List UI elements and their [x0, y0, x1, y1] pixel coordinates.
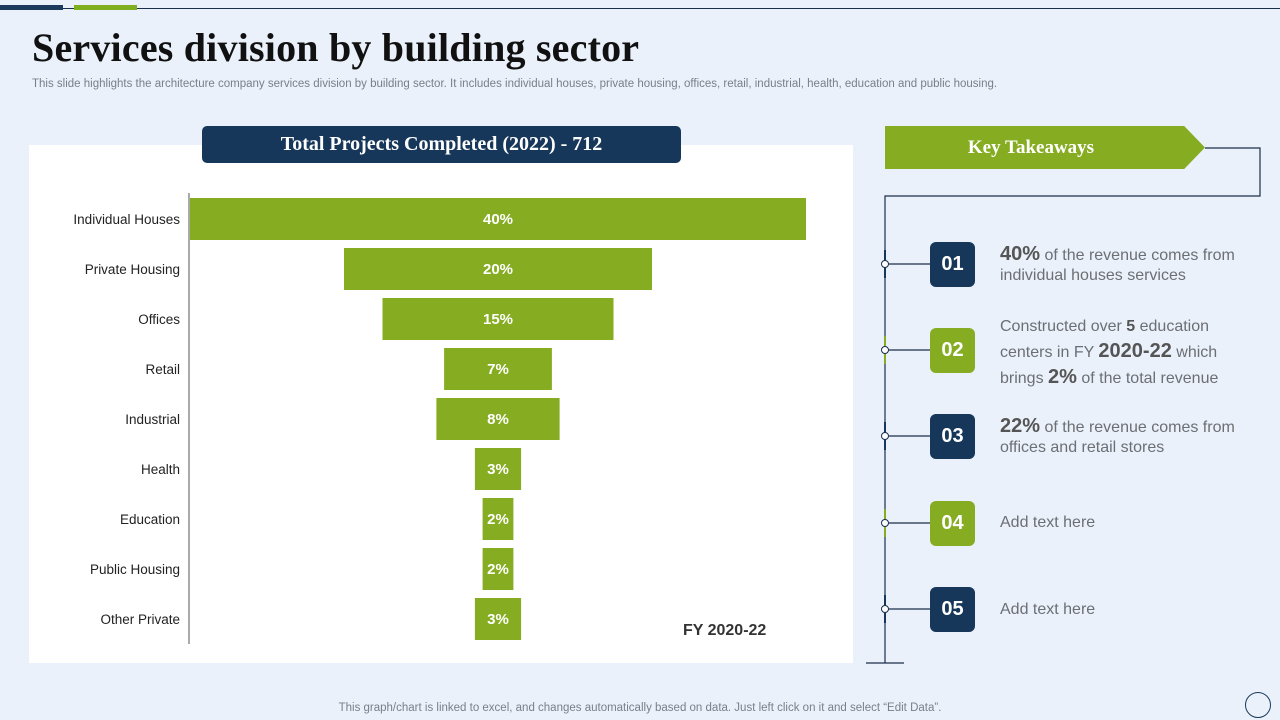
takeaway-02-text-a: Constructed over — [1000, 318, 1127, 335]
footer-note: This graph/chart is linked to excel, and… — [338, 702, 942, 714]
takeaway-badge-03: 03 — [930, 414, 975, 459]
chart-header: Total Projects Completed (2022) - 712 — [202, 126, 681, 163]
bar-individual-houses[interactable] — [190, 198, 806, 240]
corner-circle-icon — [1245, 692, 1271, 718]
takeaway-02-count: 5 — [1126, 318, 1136, 335]
key-takeaways-banner: Key Takeaways — [885, 126, 1205, 169]
bar-health[interactable] — [474, 448, 522, 490]
takeaway-03-text: of the revenue comes from offices and re… — [1000, 419, 1235, 456]
fy-label: FY 2020-22 — [683, 622, 767, 639]
takeaway-badge-02: 02 — [930, 328, 975, 373]
takeaway-02-text-d: of the total revenue — [1076, 370, 1219, 387]
timeline-node — [881, 605, 889, 613]
bar-value-label: 3% — [487, 461, 509, 478]
timeline-node — [881, 432, 889, 440]
category-label: Public Housing — [90, 562, 180, 577]
timeline-node — [881, 519, 889, 527]
bar-value-label: 3% — [487, 611, 509, 628]
accent-bar-green — [74, 5, 137, 10]
bar-value-label: 2% — [487, 561, 509, 578]
bar-industrial[interactable] — [436, 398, 560, 440]
bar-education[interactable] — [482, 498, 514, 540]
category-label: Individual Houses — [73, 212, 180, 227]
category-label: Education — [120, 512, 180, 527]
bar-offices[interactable] — [382, 298, 614, 340]
takeaway-text-02: Constructed over 5 education centers in … — [1000, 315, 1250, 391]
category-label: Retail — [145, 362, 180, 377]
top-rule — [0, 8, 1280, 9]
category-label: Industrial — [125, 412, 180, 427]
takeaway-02-percent: 2% — [1048, 366, 1077, 388]
page-title: Services division by building sector — [32, 25, 640, 70]
takeaway-02-year: 2020-22 — [1098, 340, 1172, 362]
page-subtitle: This slide highlights the architecture c… — [32, 78, 998, 90]
bar-value-label: 7% — [487, 361, 509, 378]
takeaway-03-highlight: 22% — [1000, 415, 1041, 437]
takeaway-badge-05: 05 — [930, 587, 975, 632]
takeaway-text-05[interactable]: Add text here — [1000, 601, 1096, 618]
bar-value-label: 2% — [487, 511, 509, 528]
bar-retail[interactable] — [444, 348, 552, 390]
takeaway-02-text-b: education centers in FY — [1000, 318, 1210, 361]
takeaway-badge-04: 04 — [930, 501, 975, 546]
takeaway-text-03: 22% of the revenue comes from offices an… — [1000, 416, 1250, 458]
takeaway-01-text: of the revenue comes from individual hou… — [1000, 247, 1235, 284]
takeaway-text-01: 40% of the revenue comes from individual… — [1000, 244, 1250, 286]
bar-value-label: 15% — [483, 311, 513, 328]
category-label: Private Housing — [85, 262, 180, 277]
timeline-node — [881, 346, 889, 354]
bar-value-label: 40% — [483, 211, 513, 228]
bar-public-housing[interactable] — [482, 548, 514, 590]
category-label: Other Private — [100, 612, 180, 627]
bar-private-housing[interactable] — [344, 248, 652, 290]
takeaway-text-04[interactable]: Add text here — [1000, 514, 1096, 531]
category-label: Health — [141, 462, 180, 477]
takeaway-02-text-c: which brings — [1000, 344, 1218, 387]
bar-value-label: 20% — [483, 261, 513, 278]
category-label: Offices — [138, 312, 180, 327]
bar-other-private[interactable] — [474, 598, 522, 640]
timeline-node — [881, 260, 889, 268]
takeaway-badge-01: 01 — [930, 242, 975, 287]
accent-bar-navy — [0, 5, 63, 10]
takeaway-01-highlight: 40% — [1000, 243, 1041, 265]
banner-connector-line — [884, 147, 1261, 663]
bar-value-label: 8% — [487, 411, 509, 428]
